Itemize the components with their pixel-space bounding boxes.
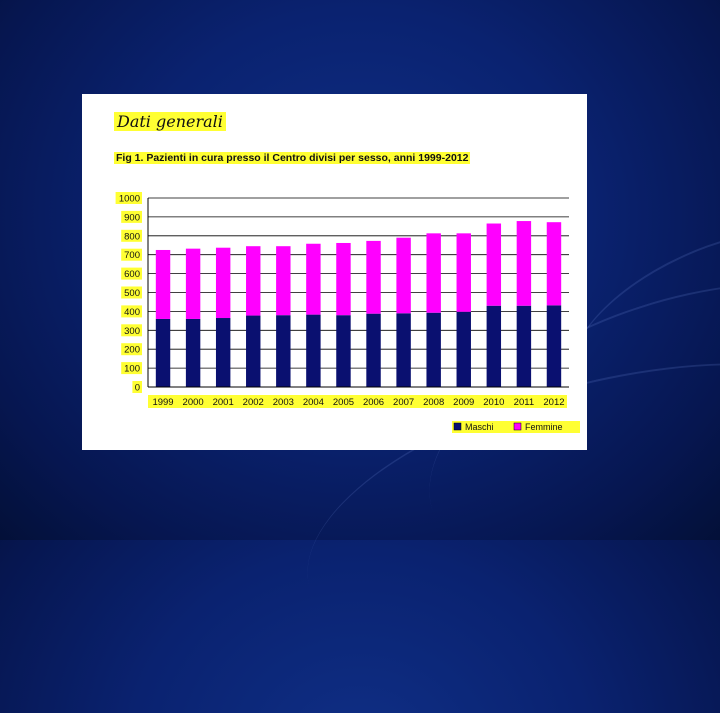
stacked-bar-chart: 0 100 200 300 400 500 600 700 800 900 1000 1999 2000… [115, 192, 580, 433]
tick-highlight [121, 343, 142, 356]
bar-femmine [396, 237, 411, 314]
y-tick-label: 700 [124, 250, 140, 261]
bar-femmine [546, 222, 562, 306]
x-tick-label: 2003 [273, 397, 294, 408]
x-tick-label: 2010 [483, 397, 504, 408]
bar-maschi [155, 318, 171, 387]
bar-maschi [246, 315, 261, 387]
bar-maschi [306, 314, 321, 387]
legend-highlight [512, 421, 580, 433]
x-tick-label: 2000 [183, 397, 204, 408]
bar-femmine [486, 223, 502, 306]
tick-highlight [115, 192, 142, 204]
tick-highlight [121, 267, 142, 280]
x-label-highlight [148, 395, 567, 408]
bar-femmine [276, 246, 291, 316]
tick-highlight [132, 381, 142, 393]
bar-maschi [366, 313, 381, 387]
x-tick-label: 2001 [213, 397, 234, 408]
legend-swatch-maschi [453, 422, 462, 431]
y-tick-label: 900 [124, 212, 140, 223]
legend-highlight [452, 421, 516, 433]
tick-highlight [121, 305, 142, 318]
y-tick-label: 300 [124, 326, 140, 337]
legend-swatch-femmine [513, 422, 522, 431]
y-tick-label: 200 [124, 345, 140, 356]
bar-maschi [516, 305, 532, 387]
y-tick-label: 400 [124, 307, 140, 318]
bar-femmine [306, 243, 321, 315]
bars [155, 221, 562, 387]
y-tick-label: 0 [135, 383, 140, 394]
tick-highlight [121, 286, 142, 299]
y-tick-label: 500 [124, 288, 140, 299]
x-tick-label: 1999 [152, 397, 173, 408]
x-tick-label: 2004 [303, 397, 324, 408]
legend-label-maschi: Maschi [465, 422, 494, 432]
x-tick-label: 2008 [423, 397, 444, 408]
bar-maschi [486, 305, 502, 387]
bar-femmine [215, 247, 231, 319]
bar-femmine [366, 240, 381, 314]
tick-highlight [121, 210, 142, 223]
axes: 0 100 200 300 400 500 600 700 800 900 1000 1999 2000… [115, 192, 569, 408]
y-tick-label: 100 [124, 364, 140, 375]
bar-maschi [546, 305, 562, 387]
y-tick-label: 600 [124, 269, 140, 280]
bar-femmine [246, 246, 261, 316]
gridlines [148, 197, 569, 388]
bar-maschi [276, 315, 291, 387]
tick-highlight [121, 229, 142, 242]
bar-maschi [456, 311, 471, 387]
bar-femmine [185, 248, 201, 319]
x-tick-label: 2007 [393, 397, 414, 408]
tick-highlight [121, 248, 142, 261]
bar-maschi [185, 318, 201, 387]
bar-femmine [155, 249, 171, 319]
content-panel: Dati generali Fig 1. Pazienti in cura pr… [82, 94, 587, 450]
x-tick-label: 2012 [543, 397, 564, 408]
bar-maschi [215, 318, 231, 387]
y-tick-label: 1000 [119, 194, 140, 205]
bar-femmine [456, 233, 471, 312]
legend-label-femmine: Femmine [525, 422, 563, 432]
tick-highlight [121, 324, 142, 337]
bar-maschi [396, 313, 411, 387]
x-tick-label: 2011 [514, 397, 534, 408]
slide-heading: Dati generali [114, 112, 226, 131]
bar-femmine [426, 233, 441, 313]
tick-highlight [121, 362, 142, 375]
x-tick-label: 2009 [453, 397, 474, 408]
x-tick-label: 2002 [243, 397, 264, 408]
bar-femmine [336, 242, 351, 316]
y-tick-label: 800 [124, 231, 140, 242]
x-tick-label: 2006 [363, 397, 384, 408]
bar-maschi [336, 315, 351, 387]
figure-caption: Fig 1. Pazienti in cura presso il Centro… [114, 152, 471, 164]
bar-maschi [426, 312, 441, 387]
bar-femmine [516, 221, 532, 306]
legend: Maschi Femmine [452, 421, 580, 433]
x-tick-label: 2005 [333, 397, 354, 408]
